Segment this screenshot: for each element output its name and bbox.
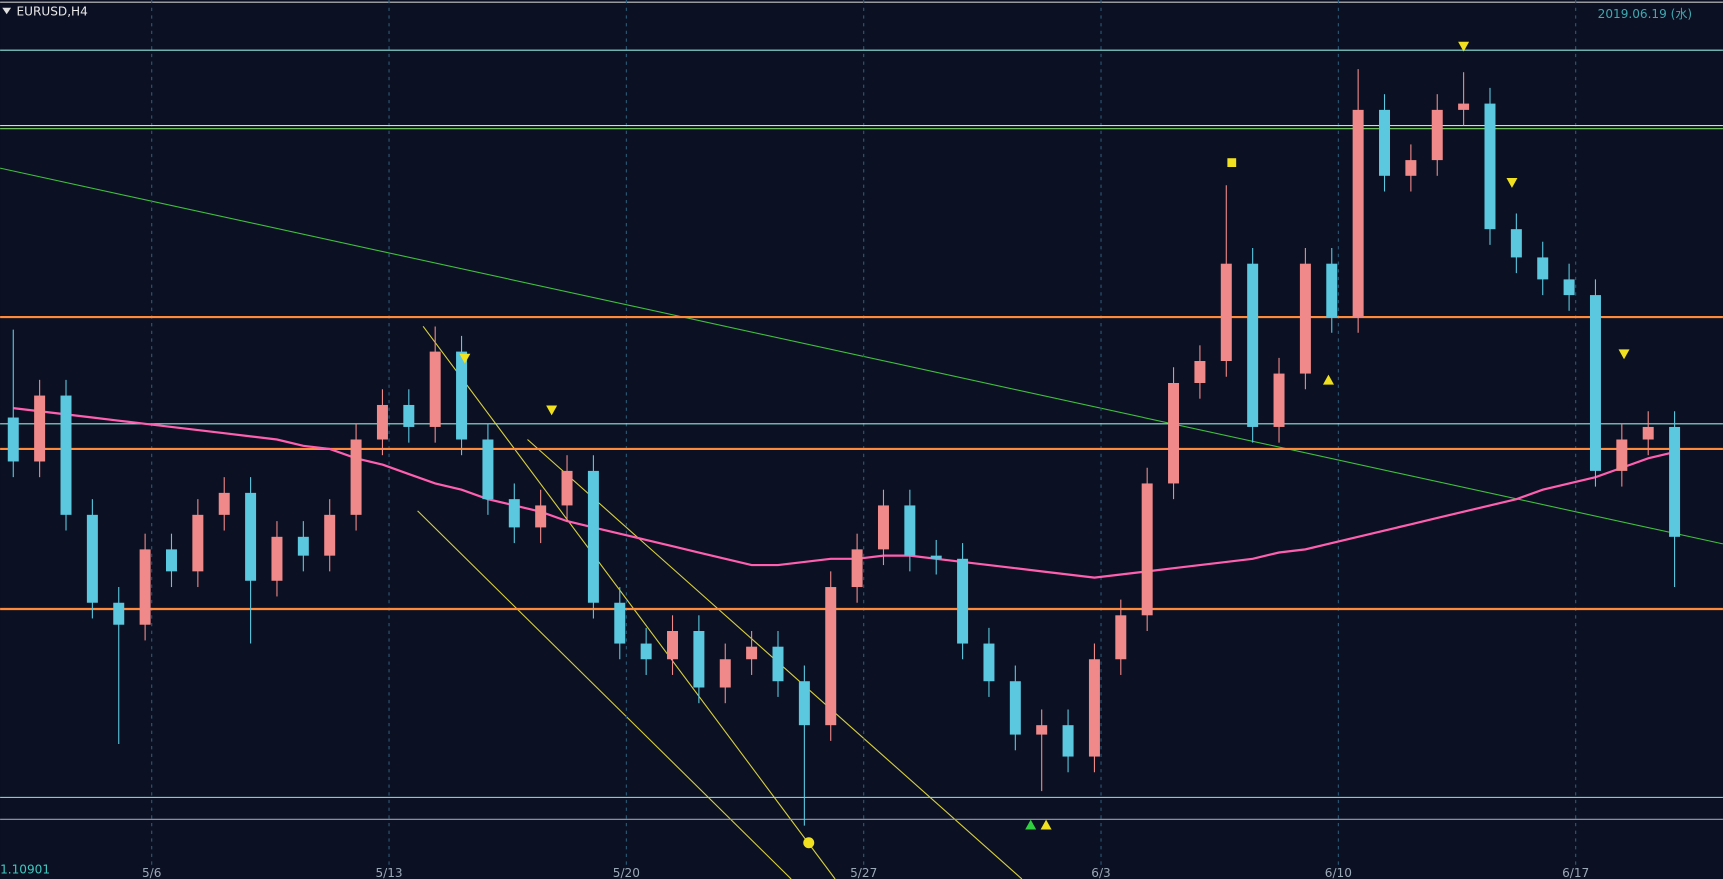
candle-body: [60, 395, 72, 515]
candle-body: [587, 470, 599, 603]
candle-body: [983, 643, 995, 682]
candle-body: [1247, 263, 1259, 427]
candle-body: [1642, 426, 1654, 440]
candle-body: [7, 417, 19, 462]
x-tick-label: 5/27: [850, 866, 877, 879]
candle-body: [1537, 257, 1549, 280]
candle-body: [34, 395, 46, 462]
candle-body: [825, 587, 837, 726]
candle-body: [1194, 361, 1206, 383]
candle-body: [482, 439, 494, 500]
candle-body: [192, 514, 204, 572]
candle-body: [1326, 263, 1338, 318]
x-tick-label: 5/13: [375, 866, 402, 879]
candle-body: [376, 404, 388, 440]
candle-body: [640, 643, 652, 660]
candle-body: [1484, 103, 1496, 230]
candle-body: [1088, 659, 1100, 757]
candle-body: [1273, 373, 1285, 427]
symbol-title: EURUSD,H4: [17, 5, 88, 19]
x-tick-label: 6/10: [1325, 866, 1352, 879]
candle-body: [1589, 295, 1601, 471]
candle-body: [1062, 725, 1074, 757]
candle-body: [271, 536, 283, 581]
candle-body: [508, 499, 520, 528]
candle-body: [1431, 109, 1443, 161]
candle-body: [930, 555, 942, 559]
candle-body: [1009, 681, 1021, 735]
channel-line: [422, 326, 836, 879]
candle-body: [904, 505, 916, 556]
candle-body: [693, 630, 705, 688]
x-tick-label: 6/3: [1091, 866, 1110, 879]
candle-body: [218, 492, 230, 515]
candle-body: [1168, 382, 1180, 484]
price-label: 1.10901: [0, 863, 50, 877]
candle-body: [1352, 109, 1364, 318]
candle-body: [403, 404, 415, 427]
candle-body: [1220, 263, 1232, 362]
menu-arrow: [2, 7, 12, 15]
candle-body: [1299, 263, 1311, 374]
candle-body: [1510, 229, 1522, 258]
x-tick-label: 6/17: [1562, 866, 1589, 879]
candle-body: [1036, 725, 1048, 735]
candle-body: [165, 549, 177, 572]
candle-body: [746, 646, 758, 660]
candle-body: [1115, 615, 1127, 660]
date-label: 2019.06.19 (水): [1598, 7, 1693, 21]
candle-body: [1405, 160, 1417, 176]
candle-body: [614, 602, 626, 644]
candle-body: [535, 505, 547, 528]
channel-line: [417, 510, 792, 879]
candle-body: [113, 602, 125, 625]
candle-body: [297, 536, 309, 556]
signal-marker: [1025, 819, 1037, 830]
candle-body: [350, 439, 362, 515]
candle-body: [667, 630, 679, 660]
candle-body: [561, 470, 573, 506]
candle-body: [1141, 483, 1153, 616]
candle-body: [1379, 109, 1390, 176]
candle-body: [851, 549, 863, 588]
moving-average: [13, 407, 1675, 579]
candle-body: [245, 492, 257, 581]
candle-body: [1458, 103, 1470, 110]
candle-body: [798, 681, 810, 726]
candle-body: [957, 558, 969, 644]
trend-line: [0, 167, 1723, 545]
candle-body: [1616, 439, 1628, 471]
x-tick-label: 5/6: [142, 866, 161, 879]
signal-marker: [803, 837, 815, 849]
signal-marker: [1227, 158, 1237, 168]
candle-body: [429, 351, 441, 427]
candle-body: [1563, 279, 1575, 296]
x-tick-label: 5/20: [613, 866, 640, 879]
candle-body: [1669, 426, 1681, 537]
candle-body: [877, 505, 889, 550]
candle-body: [324, 514, 336, 556]
candle-body: [772, 646, 784, 682]
candle-body: [86, 514, 98, 603]
candle-body: [139, 549, 151, 625]
candle-body: [719, 659, 731, 688]
candle-body: [456, 351, 468, 440]
